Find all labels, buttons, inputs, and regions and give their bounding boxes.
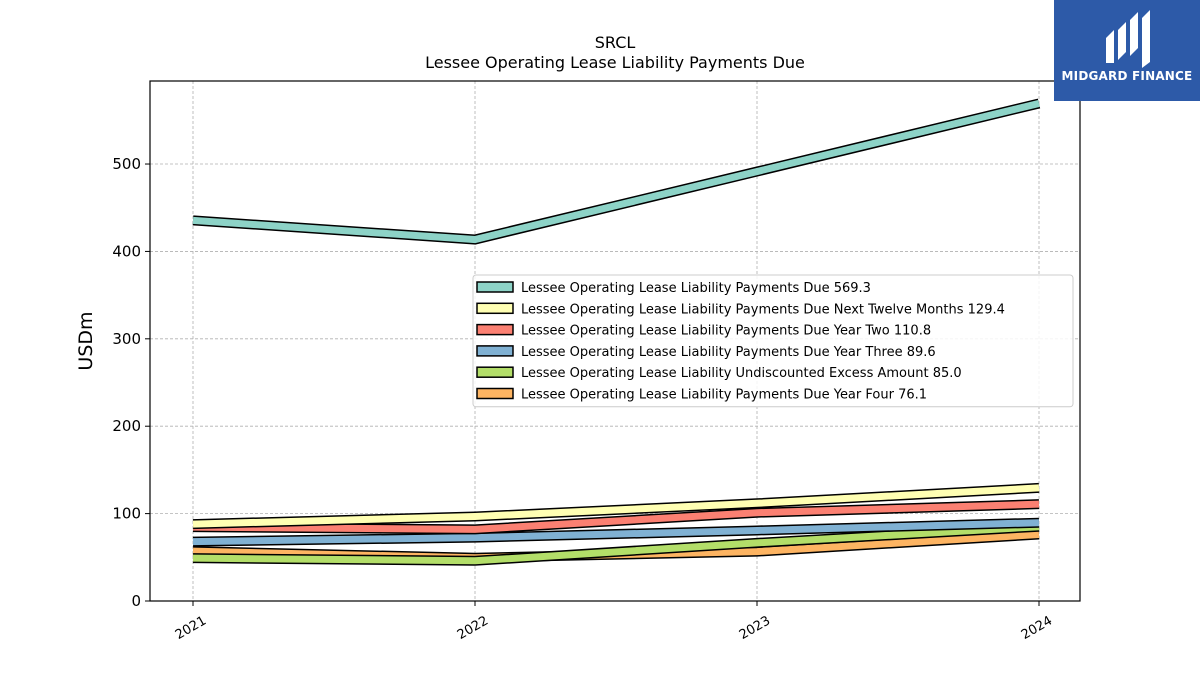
legend-swatch — [476, 323, 514, 336]
legend-label: Lessee Operating Lease Liability Undisco… — [521, 366, 962, 381]
x-tick-label: 2021 — [173, 613, 209, 643]
series-line-1 — [192, 98, 1041, 245]
series-line-fill — [192, 484, 1040, 528]
series-line-fill — [192, 100, 1040, 244]
y-tick-label: 100 — [112, 505, 141, 523]
legend-item-3: Lessee Operating Lease Liability Payment… — [476, 323, 931, 339]
series-line-3 — [192, 499, 1040, 535]
legend-label: Lessee Operating Lease Liability Payment… — [521, 388, 927, 403]
chart-title-line-1: SRCL — [595, 33, 636, 52]
series-line-outline — [192, 98, 1041, 245]
series-line-fill — [192, 523, 1040, 565]
y-axis: 0 100 200 300 400 500 — [112, 155, 150, 610]
series-layer — [192, 98, 1041, 566]
legend-label: Lessee Operating Lease Liability Payment… — [521, 324, 931, 339]
legend-item-6: Lessee Operating Lease Liability Payment… — [476, 387, 927, 403]
chart-title: SRCL Lessee Operating Lease Liability Pa… — [425, 33, 805, 72]
logo-text: MIDGARD FINANCE — [1061, 69, 1193, 83]
plot-area-frame — [149, 80, 1081, 602]
chart-title-line-2: Lessee Operating Lease Liability Payment… — [425, 53, 805, 72]
legend-swatch — [476, 281, 514, 293]
legend-box — [472, 274, 1074, 408]
legend-swatch — [476, 387, 514, 400]
legend: Lessee Operating Lease Liability Payment… — [472, 274, 1074, 408]
legend-label: Lessee Operating Lease Liability Payment… — [521, 345, 936, 360]
legend-label: Lessee Operating Lease Liability Payment… — [521, 281, 871, 296]
legend-item-5: Lessee Operating Lease Liability Undisco… — [476, 366, 962, 381]
y-tick-label: 400 — [112, 242, 141, 260]
series-line-2 — [192, 482, 1040, 530]
legend-item-4: Lessee Operating Lease Liability Payment… — [476, 345, 936, 360]
y-tick-label: 0 — [131, 592, 141, 610]
logo-mark-icon — [1106, 10, 1150, 68]
brand-logo: MIDGARD FINANCE — [1054, 0, 1200, 101]
series-line-5 — [192, 521, 1040, 566]
series-line-fill — [192, 500, 1040, 533]
x-tick-label: 2024 — [1019, 613, 1055, 643]
legend-swatch — [476, 345, 514, 357]
y-tick-label: 200 — [112, 417, 141, 435]
legend-item-2: Lessee Operating Lease Liability Payment… — [476, 302, 1005, 317]
legend-swatch — [476, 366, 514, 378]
y-tick-label: 500 — [112, 155, 141, 173]
series-line-fill — [192, 519, 1040, 546]
x-axis: 2021 2022 2023 2024 — [173, 601, 1055, 643]
series-line-4 — [192, 517, 1040, 547]
x-tick-label: 2022 — [455, 613, 491, 643]
legend-label: Lessee Operating Lease Liability Payment… — [521, 302, 1005, 317]
y-axis-label: USDm — [75, 311, 97, 370]
x-tick-label: 2023 — [737, 613, 773, 643]
legend-swatch — [476, 302, 514, 315]
legend-item-1: Lessee Operating Lease Liability Payment… — [476, 281, 871, 296]
y-tick-label: 300 — [112, 330, 141, 348]
